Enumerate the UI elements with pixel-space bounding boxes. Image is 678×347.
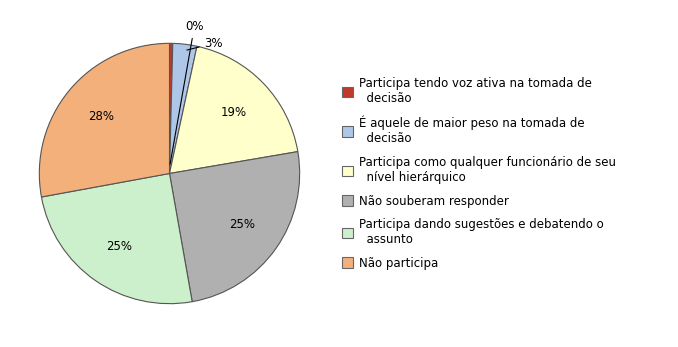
Wedge shape: [41, 174, 192, 304]
Text: 3%: 3%: [187, 37, 223, 50]
Wedge shape: [170, 43, 197, 174]
Wedge shape: [39, 43, 170, 197]
Text: 0%: 0%: [170, 20, 203, 164]
Text: 19%: 19%: [220, 106, 247, 119]
Wedge shape: [170, 43, 173, 174]
Wedge shape: [170, 152, 300, 302]
Text: 28%: 28%: [89, 110, 115, 123]
Legend: Participa tendo voz ativa na tomada de
  decisão, É aquele de maior peso na toma: Participa tendo voz ativa na tomada de d…: [338, 74, 620, 273]
Wedge shape: [170, 46, 298, 174]
Text: 25%: 25%: [106, 240, 132, 253]
Text: 25%: 25%: [229, 218, 255, 231]
